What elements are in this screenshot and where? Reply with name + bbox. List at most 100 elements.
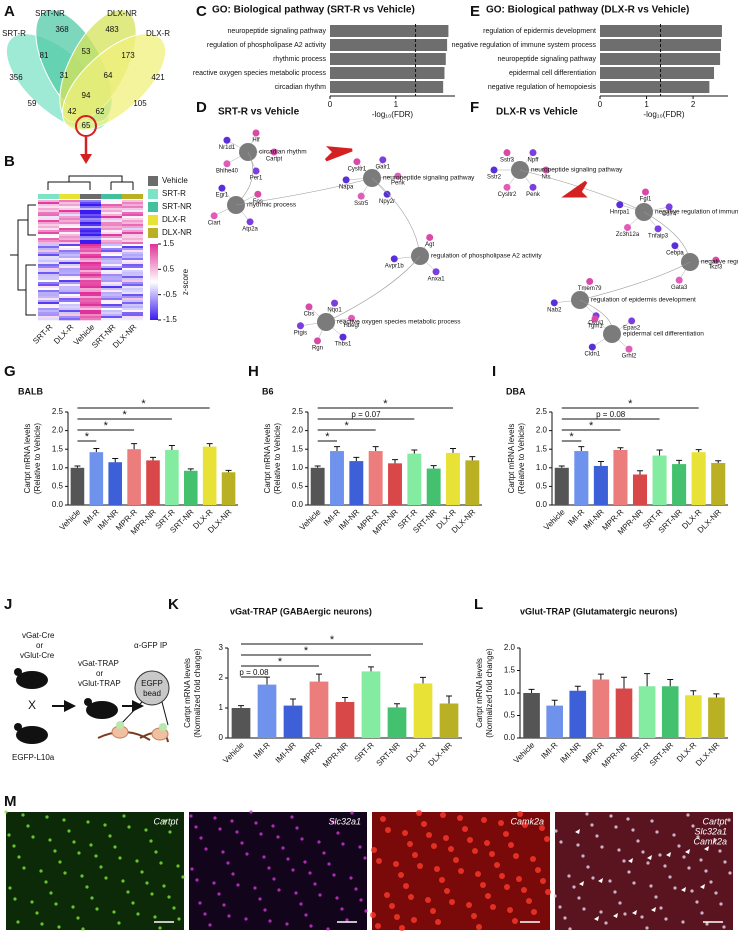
gene-node (432, 268, 440, 276)
error-bar (168, 444, 175, 450)
heatmap-cell (80, 312, 101, 315)
heatmap-cell (38, 206, 59, 209)
heatmap-cell (38, 262, 59, 265)
cell-signal (57, 925, 61, 929)
heatmap-cell (59, 298, 80, 301)
heatmap-cell (59, 292, 80, 295)
chart-title: B6 (262, 386, 274, 396)
venn-count: 31 (60, 71, 69, 80)
bar (554, 467, 569, 505)
heatmap-cell (59, 242, 80, 245)
error-bar (676, 459, 683, 465)
x-tick-label: Vehicle (512, 740, 537, 765)
cell-signal (12, 844, 16, 848)
cell-signal (204, 847, 208, 851)
cell-signal (300, 837, 304, 841)
cell-signal (453, 857, 459, 863)
heatmap-cell (101, 220, 122, 223)
venn-count: 59 (28, 99, 37, 108)
heatmap-cell (80, 318, 101, 321)
error-bar (225, 469, 232, 473)
bar (592, 679, 610, 738)
cell-signal (576, 843, 580, 847)
bar (387, 707, 407, 738)
y-tick-label: 2.0 (504, 643, 516, 652)
cell-signal (276, 835, 280, 839)
merge-label: Cartpt (702, 816, 727, 826)
cell-signal (600, 845, 604, 849)
gene-node (641, 188, 649, 196)
category-label: neuropeptide signaling pathway (228, 28, 327, 35)
heatmap-cell (38, 284, 59, 287)
gene-label: Cartpt (266, 157, 283, 163)
y-axis-label: Cartpt mRNA levels (23, 424, 32, 494)
error-bar (264, 676, 270, 685)
heatmap-cell (101, 230, 122, 233)
hub-label: regulation of epidermis development (591, 297, 696, 304)
cell-signal (195, 878, 199, 882)
significance-label: * (569, 431, 574, 443)
cell-signal (291, 868, 295, 872)
cell-signal (457, 815, 463, 821)
cell-signal (618, 901, 622, 905)
red-arrow (324, 146, 353, 162)
cell-signal (535, 867, 541, 873)
cell-signal (591, 876, 595, 880)
colorbar-label: z-score (181, 268, 190, 295)
cell-signal (17, 855, 21, 859)
cell-signal (521, 887, 527, 893)
heatmap-cell (38, 202, 59, 205)
cell-signal (71, 905, 75, 909)
heatmap-cell (59, 284, 80, 287)
heatmap-cell (80, 284, 101, 287)
y-tick-label: 2.0 (536, 426, 548, 435)
heatmap-cell (59, 206, 80, 209)
cell-signal (94, 854, 98, 858)
heatmap-cell (122, 302, 143, 305)
cell-signal (471, 913, 477, 919)
bar (330, 81, 444, 93)
cell-signal (221, 850, 225, 854)
bar (108, 462, 123, 505)
panel-label: A (4, 3, 15, 20)
heatmap-cell (122, 240, 143, 243)
error-bar (238, 705, 244, 708)
heatmap-cell (38, 222, 59, 225)
cell-signal (104, 876, 108, 880)
heatmap-cell (101, 240, 122, 243)
cell-signal (341, 842, 345, 846)
cell-signal (700, 911, 704, 915)
heatmap-cell (80, 224, 101, 227)
cell-signal (440, 812, 446, 818)
gene-label: Ovol1 (588, 320, 604, 326)
heatmap-cell (38, 212, 59, 215)
bar (672, 464, 687, 505)
heatmap-cell (59, 260, 80, 263)
cell-signal (231, 872, 235, 876)
bar (310, 467, 325, 505)
cell-signal (117, 921, 121, 925)
gene-node (654, 225, 662, 233)
gene-label: Ciart (208, 220, 221, 226)
cell-signal (503, 831, 509, 837)
venn-count: 64 (104, 71, 113, 80)
cell-signal (704, 869, 708, 873)
heatmap-cell (101, 286, 122, 289)
edge (519, 169, 645, 213)
gene-node (254, 190, 262, 198)
cell-signal (103, 823, 107, 827)
heatmap-cell (122, 222, 143, 225)
cell-signal (349, 876, 353, 880)
heatmap-cell (59, 266, 80, 269)
gene-node (342, 176, 350, 184)
cell-signal (181, 875, 185, 879)
gene-label: Penk (526, 192, 541, 198)
cre-label: vGlut-Cre (20, 651, 55, 660)
heatmap-cell (59, 306, 80, 309)
cell-signal (150, 892, 154, 896)
heatmap-cell (101, 246, 122, 249)
heatmap-cell (101, 262, 122, 265)
significance-label: * (589, 420, 594, 432)
heatmap-cell (122, 290, 143, 293)
cell-signal (631, 828, 635, 832)
